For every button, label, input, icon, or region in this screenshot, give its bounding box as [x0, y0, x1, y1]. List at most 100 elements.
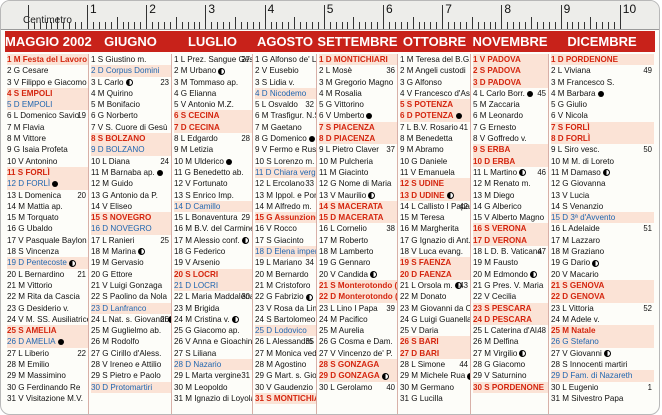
day-row: 6 M Trasfigur. N.S.	[255, 110, 316, 121]
day-label: 14 L Callisto I Papa	[400, 201, 470, 211]
day-label: 17 V Pasquale Baylon	[7, 235, 87, 245]
day-row: 30 M Germano	[400, 382, 470, 393]
day-label: 9 S ERBA	[473, 145, 511, 155]
day-row: 3 M Gregorio Magno	[319, 77, 397, 88]
day-row: 10 G Daniele	[400, 156, 470, 167]
day-label: 23 L Lino I Papa	[319, 303, 378, 313]
day-row: 14 M Mattia ap.	[7, 201, 88, 212]
day-row: 17 D VERONA	[473, 234, 548, 247]
day-label: 7 V S. Cuore di Gesù	[91, 122, 168, 132]
day-row: 24 M Cristina v.	[174, 314, 252, 325]
day-row: 29 G Mart. s. Giovanni B.	[255, 370, 316, 381]
day-label: 13 V Lucia	[551, 190, 590, 200]
day-row: 16 L Adelaide 51	[551, 223, 654, 234]
day-row: 20 M Edmondo	[473, 269, 548, 280]
day-row: 4 G Elianna	[174, 88, 252, 99]
day-row: 29 D Fam. di Nazareth	[551, 370, 654, 382]
day-label: 8 D FORLÌ	[551, 134, 591, 144]
day-label: 1 V PADOVA	[473, 55, 521, 64]
day-row: 24 D PESCARA	[473, 313, 548, 326]
week-number: 39	[386, 303, 395, 313]
week-number: 36	[386, 66, 395, 76]
day-row: 9 L Pietro Claver 37	[319, 144, 397, 155]
day-label: 12 V Fortunato	[174, 179, 228, 189]
ruler-tick	[406, 22, 408, 29]
ruler-tick	[311, 22, 313, 29]
month-column: 1 D PORDENONE 2 L Viviana 49 3 M Francesco …	[551, 54, 654, 414]
day-label: 2 L Mosè	[319, 66, 352, 76]
day-row: 17 V Pasquale Baylon	[7, 235, 88, 246]
day-label: 9 G Isaia Profeta	[7, 145, 68, 155]
ruler-tick	[270, 22, 272, 29]
day-label: 23 V Rosa da Lima	[255, 303, 316, 313]
day-label: 13 L Domenica	[7, 190, 62, 200]
day-label: 4 L Carlo Borr.	[473, 88, 525, 98]
ruler-tick	[87, 5, 88, 29]
day-label: 25 V Daria	[400, 326, 439, 336]
ruler-tick	[459, 22, 461, 29]
day-row: 19 G Dario	[551, 257, 654, 268]
day-row: 11 V Emanuela	[400, 167, 470, 178]
week-number: 28	[241, 134, 250, 144]
ruler-tick	[613, 22, 615, 29]
ruler-tick	[104, 22, 106, 29]
day-label: 31 M Ignazio di Loyola	[174, 393, 252, 403]
day-label: 9 L Pietro Claver	[319, 145, 379, 155]
day-label: 1 D MONTICHIARI	[319, 55, 388, 64]
month-name: SETTEMBRE	[317, 34, 398, 49]
day-label: 5 G Giulio	[551, 100, 587, 110]
day-label: 6 M Trasfigur. N.S.	[255, 111, 316, 121]
ruler-number: 2	[149, 2, 156, 16]
day-label: 3 M Gregorio Magno	[319, 77, 394, 87]
week-number: 47	[537, 247, 546, 257]
day-row: 8 D FORLÌ	[551, 133, 654, 145]
day-label: 1 S Giustino m.	[91, 55, 147, 64]
day-row: 13 G Antonio da P.	[91, 190, 171, 201]
day-row: 24 M Adele v.	[551, 314, 654, 325]
ruler-tick	[536, 22, 538, 29]
day-row: 1 M Festa del Lavoro	[7, 54, 88, 66]
day-row: 19 M Gervasio	[91, 257, 171, 268]
day-label: 2 L Viviana	[551, 66, 591, 76]
day-label: 10 L Diana	[91, 156, 130, 166]
month-name: LUGLIO	[187, 34, 238, 49]
ruler-tick	[323, 5, 325, 29]
day-row: 2 L Mosè 36	[319, 65, 397, 76]
ruler-tick	[205, 5, 207, 29]
day-row: 18 L D. B. Vaticana 47	[473, 246, 548, 257]
day-label: 28 S GONZAGA	[319, 360, 380, 370]
day-row: 27 L Liberio 22	[7, 348, 88, 359]
day-label: 31 V Visitazione M.V.	[7, 393, 84, 403]
week-number: 41	[459, 122, 468, 132]
ruler-tick	[525, 22, 527, 29]
day-label: 11 M Giacinto	[319, 167, 369, 177]
day-label: 17 D VERONA	[473, 235, 527, 245]
day-label: 21 D LOCRI	[174, 280, 219, 290]
ruler-tick	[495, 22, 497, 29]
day-label: 12 D FORLÌ	[7, 179, 51, 189]
day-label: 25 S AMELIA	[7, 326, 57, 336]
ruler-tick	[246, 22, 248, 29]
day-row: 11 L Martino 46	[473, 167, 548, 178]
week-number: 24	[160, 156, 169, 166]
day-label: 18 V Luca evang.	[400, 247, 463, 257]
week-number: 27	[241, 55, 250, 64]
day-label: 23 D Lanfranco	[91, 303, 147, 313]
day-row: 27 G Cirillo d'Aless.	[91, 348, 171, 359]
day-label: 31 M Silvestro Papa	[551, 393, 624, 403]
day-label: 6 D POTENZA	[400, 111, 454, 121]
day-label: 30 V Gaudenzio	[255, 382, 314, 392]
day-label: 2 S PADOVA	[473, 66, 521, 76]
day-row: 29 L Marta vergine 31	[174, 370, 252, 381]
day-row: 27 S Liliana	[174, 348, 252, 359]
ruler-tick	[448, 22, 450, 29]
ruler-number: 1	[90, 2, 97, 16]
day-row: 11 D Chiara vergine	[255, 166, 316, 179]
ruler-tick	[300, 22, 302, 29]
day-row: 15 L Bonaventura 29	[174, 212, 252, 223]
day-label: 30 S PORDENONE	[473, 382, 545, 392]
day-row: 21 S GENOVA	[551, 279, 654, 292]
day-label: 25 D Lodovico	[255, 326, 307, 336]
day-row: 23 L Vittoria 52	[551, 303, 654, 314]
day-label: 4 G Elianna	[174, 88, 217, 98]
